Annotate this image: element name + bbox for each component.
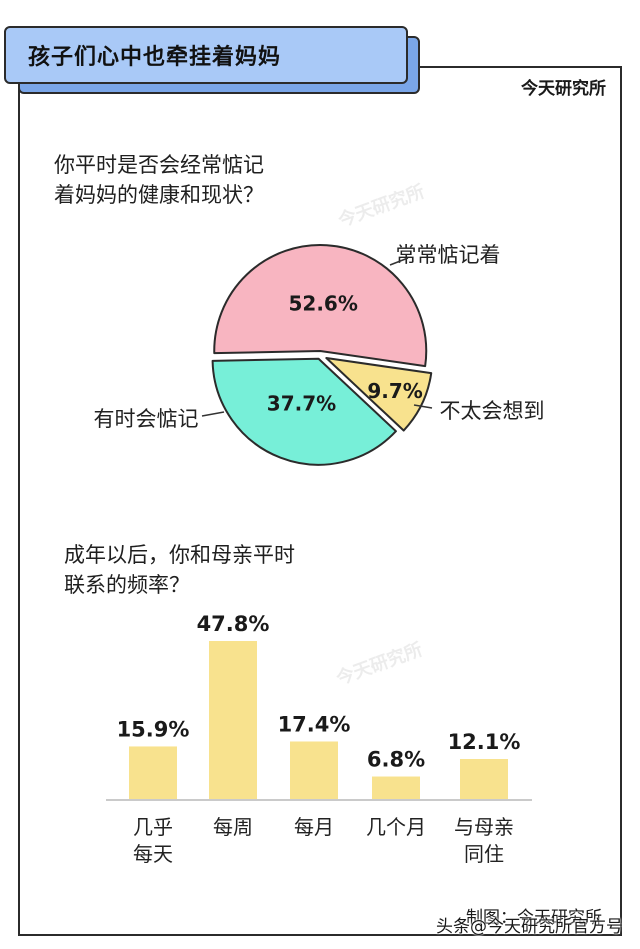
bar-question: 成年以后，你和母亲平时 联系的频率？ [64, 540, 364, 600]
pie-value-label: 9.7% [367, 379, 422, 403]
pie-category-label: 不太会想到 [440, 399, 545, 423]
pie-leader-line [389, 257, 409, 266]
page-title: 孩子们心中也牵挂着妈妈 [28, 45, 282, 70]
source-watermark: 头条@今天研究所官方号 [436, 917, 623, 937]
pie-category-label: 有时会惦记 [94, 407, 199, 431]
pie-question-line-1: 你平时是否会经常惦记 [54, 153, 264, 177]
chart-credit: 制图：今天研究所 [466, 908, 602, 928]
bar [290, 741, 338, 799]
bar-value-label: 17.4% [278, 712, 351, 736]
bar [129, 746, 177, 799]
pie-value-label: 52.6% [288, 291, 357, 315]
brand-label: 今天研究所 [521, 79, 606, 99]
bar-value-label: 6.8% [367, 748, 425, 772]
pie-question-line-2: 着妈妈的健康和现状？ [54, 183, 264, 207]
bar [372, 776, 420, 799]
bar [209, 641, 257, 799]
bar-category-label: 每周 [213, 815, 253, 839]
bar-question-line-1: 成年以后，你和母亲平时 [64, 543, 295, 567]
pie-slice [213, 244, 428, 368]
title-box: 孩子们心中也牵挂着妈妈 [4, 26, 408, 84]
pie-slice [211, 357, 397, 466]
bar-category-label: 与母亲 [454, 815, 514, 839]
bar-value-label: 47.8% [197, 612, 270, 636]
bar-category-label: 几个月 [366, 815, 426, 839]
pie-leader-line [201, 411, 225, 417]
bar-value-label: 15.9% [117, 717, 190, 741]
bar-category-label: 每月 [294, 815, 334, 839]
bar [460, 759, 508, 799]
bar-value-label: 12.1% [448, 730, 521, 754]
pie-slice [325, 357, 433, 432]
bar-category-label: 每天 [133, 842, 173, 866]
bar-category-label: 几乎 [133, 815, 173, 839]
pie-question: 你平时是否会经常惦记 着妈妈的健康和现状？ [54, 150, 314, 210]
pie-category-label: 常常惦记着 [396, 243, 501, 267]
pie-value-label: 37.7% [267, 391, 336, 415]
bar-question-line-2: 联系的频率？ [64, 573, 190, 597]
pie-leader-line [413, 404, 433, 409]
bar-category-label: 同住 [464, 842, 504, 866]
